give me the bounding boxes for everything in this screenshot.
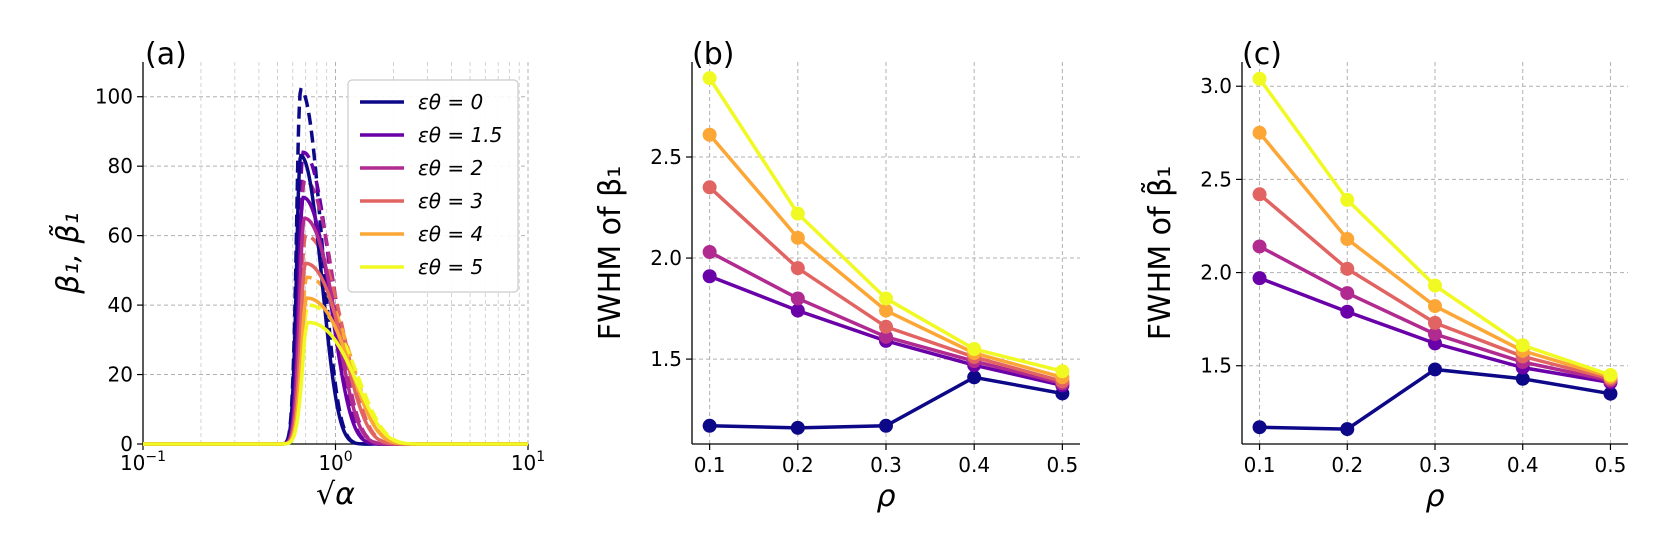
y-tick-label: 2.0 — [1200, 261, 1232, 285]
data-point — [1428, 299, 1442, 314]
x-tick-exponent: 1 — [536, 449, 545, 465]
data-point — [1428, 362, 1442, 377]
data-point — [1428, 278, 1442, 293]
data-point — [1340, 286, 1355, 301]
x-tick-label: 0.1 — [1244, 453, 1276, 477]
data-point — [1428, 327, 1442, 342]
y-tick-label: 2.5 — [650, 145, 682, 169]
x-axis-label: ρ — [1425, 479, 1444, 514]
data-point — [790, 303, 805, 318]
x-tick-label: 100 — [318, 449, 352, 475]
y-tick-label: 40 — [108, 293, 133, 317]
x-tick-label: 0.3 — [870, 453, 902, 477]
legend-box — [347, 79, 519, 293]
legend-label: εθ = 2 — [418, 156, 483, 180]
panel-label: (a) — [145, 37, 187, 72]
series-solid-curve — [143, 320, 528, 446]
y-axis-label: β₁, β̃₁ — [50, 212, 86, 294]
x-tick-label: 0.4 — [1507, 453, 1539, 477]
data-point — [1252, 271, 1267, 286]
data-point — [1340, 232, 1355, 247]
y-tick-label: 3.0 — [1200, 74, 1232, 98]
x-tick-label: 0.2 — [782, 453, 814, 477]
data-point — [790, 230, 805, 245]
x-tick-label: 101 — [511, 449, 545, 475]
data-point — [702, 180, 717, 195]
data-point — [1340, 261, 1355, 276]
x-tick-exponent: 0 — [344, 449, 353, 465]
data-point — [790, 420, 805, 435]
panel-label: (c) — [1242, 37, 1282, 72]
x-tick-label: 0.5 — [1595, 453, 1627, 477]
x-tick-base: 10 — [318, 451, 343, 475]
data-point — [967, 370, 982, 385]
data-point — [1515, 338, 1530, 353]
data-point — [1515, 371, 1530, 386]
data-point — [879, 291, 893, 306]
legend-label: εθ = 0 — [418, 90, 483, 114]
data-point — [790, 261, 805, 276]
y-tick-label: 20 — [108, 363, 133, 387]
x-tick-base: 10 — [120, 451, 145, 475]
legend-label: εθ = 3 — [418, 189, 483, 213]
legend-label: εθ = 1.5 — [418, 123, 502, 147]
data-point — [1340, 304, 1355, 319]
legend-label: εθ = 5 — [418, 255, 483, 279]
data-point — [702, 269, 717, 284]
x-tick-label: 0.2 — [1331, 453, 1363, 477]
y-tick-label: 1.5 — [1200, 354, 1232, 378]
data-point — [702, 127, 717, 142]
data-point — [1428, 315, 1442, 330]
x-axis-label: ρ — [876, 479, 895, 514]
data-point — [1252, 71, 1267, 86]
data-point — [1603, 368, 1618, 383]
panel-b: 0.1 0.2 0.3 0.4 0.5 1.5 2.0 2.5 (b) ρ FWHM of β₁ — [593, 37, 1080, 514]
panel-label: (b) — [692, 37, 734, 72]
data-point — [1252, 239, 1267, 254]
y-tick-label: 2.0 — [650, 246, 682, 270]
x-tick-label: 0.1 — [694, 453, 726, 477]
x-tick-exponent: −1 — [145, 449, 166, 465]
x-tick-label: 0.4 — [958, 453, 990, 477]
y-tick-label: 2.5 — [1200, 167, 1232, 191]
x-tick-label: 10−1 — [120, 449, 166, 475]
y-tick-label: 1.5 — [650, 347, 682, 371]
data-point — [1340, 192, 1355, 207]
data-point — [1252, 420, 1267, 435]
data-point — [1603, 386, 1618, 401]
x-tick-label: 0.3 — [1419, 453, 1451, 477]
y-axis-label: FWHM of β₁ — [593, 166, 628, 341]
legend-label: εθ = 4 — [418, 222, 483, 246]
data-point — [702, 244, 717, 259]
y-axis-label: FWHM of β̃₁ — [1142, 166, 1178, 341]
x-axis-label: √α — [316, 477, 355, 512]
y-tick-label: 0 — [120, 432, 133, 456]
panel-c: 0.1 0.2 0.3 0.4 0.5 1.5 2.0 2.5 3.0 (c) ρ FWHM of β… — [1142, 37, 1628, 514]
data-point — [879, 329, 893, 344]
data-point — [790, 206, 805, 221]
y-tick-label: 80 — [108, 154, 133, 178]
x-tick-label: 0.5 — [1046, 453, 1078, 477]
data-point — [1252, 125, 1267, 140]
x-tick-base: 10 — [511, 451, 536, 475]
data-point — [879, 303, 893, 318]
data-point — [1340, 422, 1355, 437]
y-tick-label: 100 — [95, 85, 133, 109]
data-point — [702, 418, 717, 433]
data-point — [879, 319, 893, 334]
data-point — [967, 342, 982, 357]
data-point — [702, 71, 717, 86]
data-point — [790, 291, 805, 306]
data-point — [879, 418, 893, 433]
data-point — [1252, 187, 1267, 202]
y-tick-label: 60 — [108, 224, 133, 248]
data-point — [1055, 364, 1070, 379]
